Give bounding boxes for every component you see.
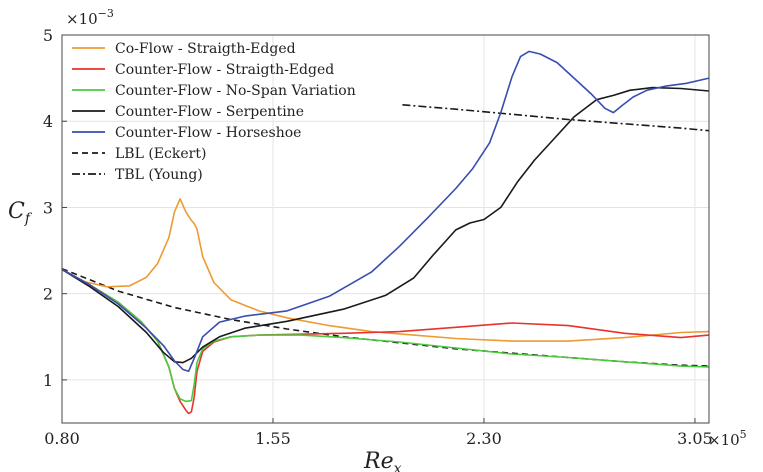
legend-label: Counter-Flow - Serpentine [115,104,304,120]
legend-label: Counter-Flow - Straigth-Edged [115,62,334,78]
x-tick-label: 2.30 [466,429,502,448]
legend-label: Counter-Flow - Horseshoe [115,125,301,141]
x-axis-exponent: ×105 [708,428,747,449]
x-tick-label: 1.55 [255,429,291,448]
plot-lines [61,50,710,415]
plot-frame [61,34,710,424]
legend-label: Counter-Flow - No-Span Variation [115,83,356,99]
x-axis-label: Rex [363,449,402,472]
y-tick-label: 4 [43,112,53,131]
y-axis-ticks: 1 2 3 4 5 [43,26,67,390]
y-tick-label: 2 [43,285,53,304]
series-line-5 [61,267,710,367]
x-tick-label: 0.80 [44,429,80,448]
y-axis-label: Cf [8,199,33,227]
series-line-6 [402,104,710,132]
y-axis-exponent: ×10−3 [66,7,114,28]
legend-label: Co-Flow - Straigth-Edged [115,41,296,57]
series-line-2 [61,268,710,403]
x-axis-ticks: 0.80 1.55 2.30 3.05 [44,418,713,448]
legend-label: LBL (Eckert) [115,146,206,162]
series-line-4 [61,50,710,373]
series-line-0 [61,198,710,342]
series-line-3 [61,86,710,364]
x-tick-label: 3.05 [677,429,713,448]
legend-label: TBL (Young) [115,167,203,183]
legend: Co-Flow - Straigth-Edged Counter-Flow - S… [72,41,356,183]
y-tick-label: 5 [43,26,53,45]
y-tick-label: 3 [43,198,53,217]
y-tick-label: 1 [43,371,53,390]
